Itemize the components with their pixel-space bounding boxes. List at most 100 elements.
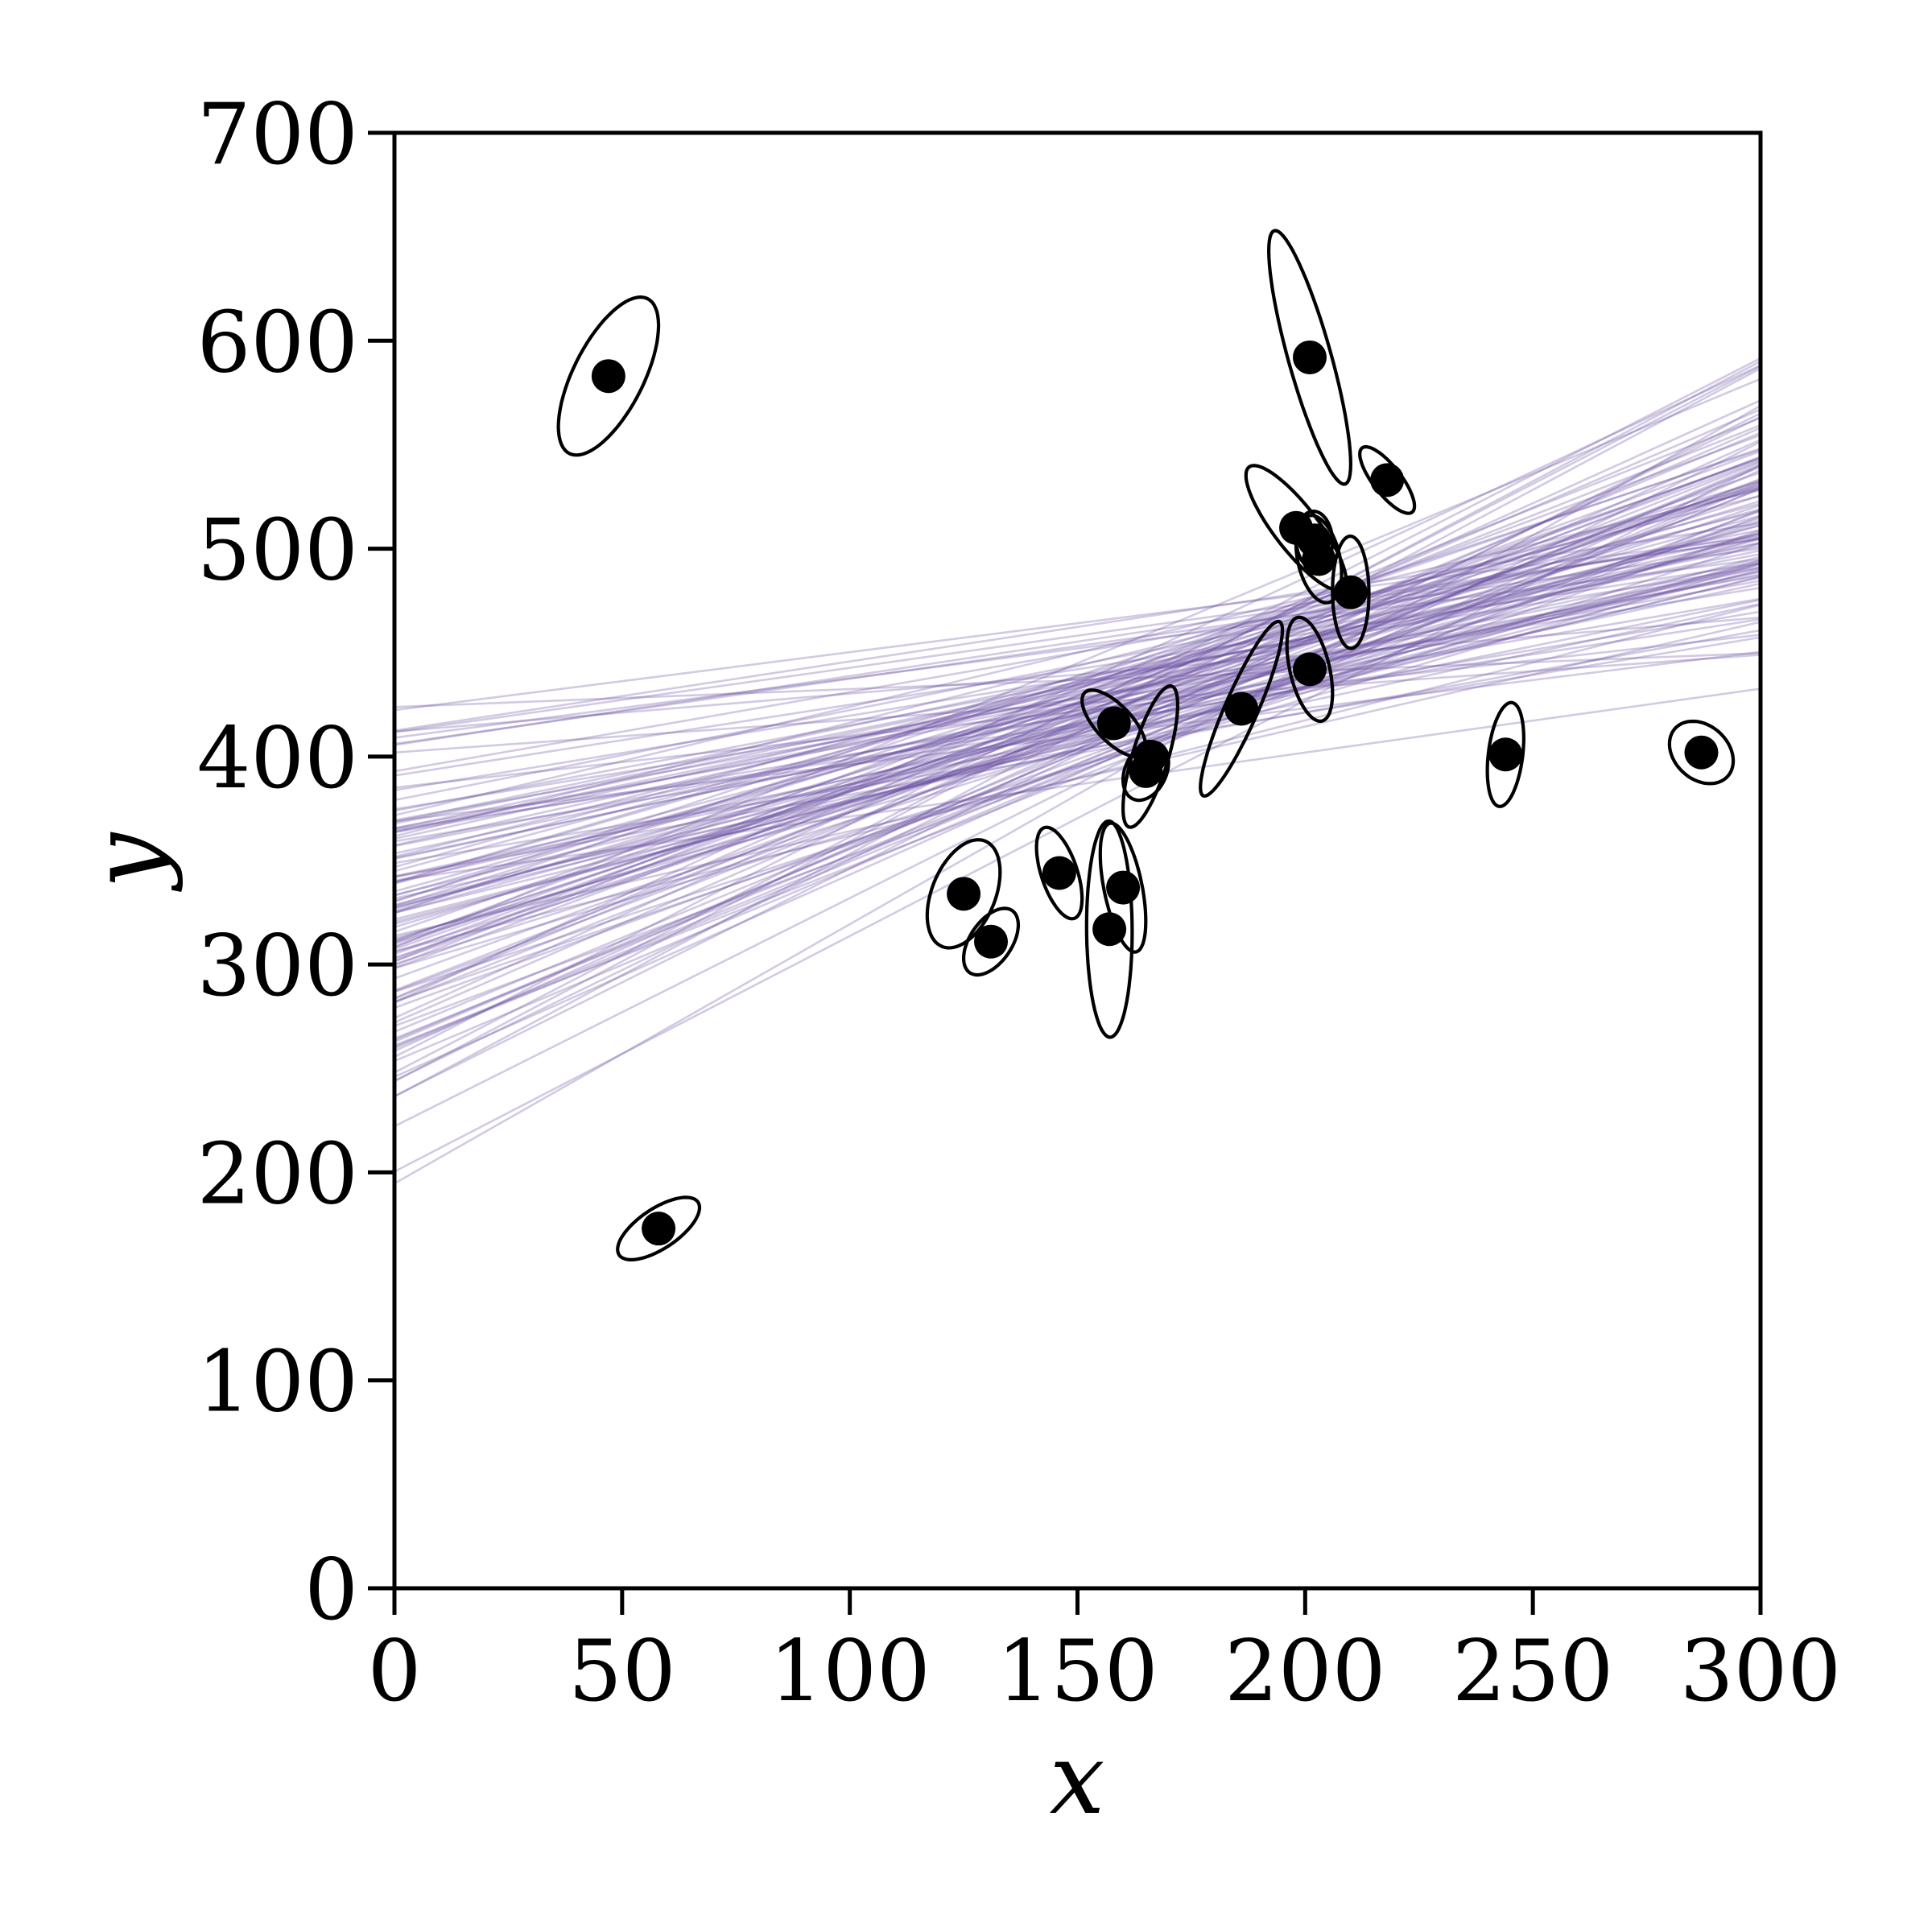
posterior-line bbox=[394, 456, 1761, 960]
y-tick-label: 700 bbox=[197, 85, 358, 184]
posterior-line bbox=[394, 439, 1761, 1052]
posterior-line bbox=[394, 567, 1761, 832]
y-axis-label: y bbox=[70, 831, 184, 892]
posterior-line bbox=[394, 562, 1761, 777]
posterior-line bbox=[394, 523, 1761, 885]
data-point bbox=[974, 924, 1009, 959]
posterior-line bbox=[394, 404, 1761, 1185]
posterior-line bbox=[394, 559, 1761, 855]
posterior-line bbox=[394, 469, 1761, 1078]
posterior-line bbox=[394, 538, 1761, 914]
posterior-line bbox=[394, 529, 1761, 1003]
posterior-line bbox=[394, 580, 1761, 830]
posterior-line bbox=[394, 519, 1761, 928]
x-tick-label: 0 bbox=[368, 1622, 422, 1720]
posterior-line bbox=[394, 482, 1761, 1063]
posterior-line bbox=[394, 610, 1761, 843]
posterior-line bbox=[394, 517, 1761, 953]
posterior-line bbox=[394, 538, 1761, 733]
data-point bbox=[1333, 575, 1368, 609]
posterior-line bbox=[394, 555, 1761, 925]
posterior-line bbox=[394, 510, 1761, 858]
posterior-line bbox=[394, 510, 1761, 1009]
posterior-line bbox=[394, 562, 1761, 906]
posterior-line bbox=[394, 604, 1761, 953]
posterior-line bbox=[394, 541, 1761, 830]
posterior-line bbox=[394, 616, 1761, 733]
posterior-line bbox=[394, 535, 1761, 712]
posterior-line bbox=[394, 529, 1761, 802]
x-tick-label: 100 bbox=[769, 1622, 930, 1720]
data-point bbox=[1292, 340, 1327, 374]
x-tick-label: 300 bbox=[1680, 1622, 1841, 1720]
error-ellipse bbox=[1199, 619, 1285, 799]
x-tick-label: 50 bbox=[568, 1622, 676, 1720]
posterior-line bbox=[394, 652, 1761, 708]
axes-layer: 0 50 100 150 200 250 300 0 100 200 300 400 500 600 700 bbox=[197, 85, 1842, 1720]
posterior-line bbox=[394, 485, 1761, 869]
posterior-line bbox=[394, 629, 1761, 878]
posterior-line bbox=[394, 500, 1761, 913]
posterior-line bbox=[394, 514, 1761, 1027]
error-ellipse bbox=[1121, 683, 1180, 829]
posterior-line bbox=[394, 415, 1761, 1082]
data-point bbox=[642, 1212, 676, 1246]
posterior-line bbox=[394, 547, 1761, 745]
data-point bbox=[591, 359, 625, 394]
posterior-line bbox=[394, 431, 1761, 1001]
posterior-line bbox=[394, 480, 1761, 962]
data-point bbox=[947, 877, 981, 911]
posterior-line bbox=[394, 464, 1761, 1173]
posterior-line bbox=[394, 399, 1761, 1019]
posterior-line bbox=[394, 485, 1761, 942]
data-point bbox=[1488, 737, 1523, 772]
error-ellipse bbox=[1244, 464, 1348, 592]
y-tick-label: 200 bbox=[197, 1125, 358, 1223]
posterior-lines-layer bbox=[394, 357, 1761, 1185]
posterior-line bbox=[394, 532, 1761, 773]
posterior-line bbox=[394, 687, 1761, 881]
posterior-line bbox=[394, 537, 1761, 746]
posterior-line bbox=[394, 567, 1761, 861]
posterior-line bbox=[394, 504, 1761, 959]
posterior-line bbox=[394, 533, 1761, 824]
posterior-line bbox=[394, 536, 1761, 840]
posterior-line bbox=[394, 456, 1761, 948]
posterior-line bbox=[394, 563, 1761, 969]
posterior-line bbox=[394, 459, 1761, 969]
posterior-line bbox=[394, 521, 1761, 945]
posterior-line bbox=[394, 586, 1761, 811]
posterior-line bbox=[394, 456, 1761, 992]
error-ellipse bbox=[1098, 821, 1148, 954]
data-points-layer bbox=[591, 340, 1719, 1246]
posterior-line bbox=[394, 576, 1761, 908]
y-tick-label: 100 bbox=[197, 1333, 358, 1431]
posterior-line bbox=[394, 549, 1761, 833]
posterior-line bbox=[394, 440, 1761, 1128]
posterior-line bbox=[394, 408, 1761, 1000]
posterior-line bbox=[394, 542, 1761, 847]
posterior-line bbox=[394, 357, 1761, 1059]
posterior-line bbox=[394, 572, 1761, 848]
posterior-line bbox=[394, 514, 1761, 893]
posterior-line bbox=[394, 463, 1761, 1043]
posterior-line bbox=[394, 478, 1761, 980]
x-tick-label: 150 bbox=[997, 1622, 1158, 1720]
data-point bbox=[1042, 856, 1076, 890]
posterior-line bbox=[394, 570, 1761, 859]
posterior-line bbox=[394, 480, 1761, 883]
error-ellipse bbox=[925, 838, 1002, 950]
y-tick-label: 500 bbox=[197, 502, 358, 600]
posterior-line bbox=[394, 502, 1761, 873]
error-ellipse bbox=[556, 295, 661, 457]
data-point bbox=[1092, 912, 1127, 947]
posterior-line bbox=[394, 460, 1761, 1004]
y-tick-label: 0 bbox=[304, 1541, 358, 1639]
posterior-line bbox=[394, 360, 1761, 1083]
posterior-line bbox=[394, 561, 1761, 896]
posterior-line bbox=[394, 489, 1761, 817]
error-ellipse bbox=[1266, 229, 1353, 486]
posterior-line bbox=[394, 542, 1761, 993]
posterior-line bbox=[394, 545, 1761, 825]
